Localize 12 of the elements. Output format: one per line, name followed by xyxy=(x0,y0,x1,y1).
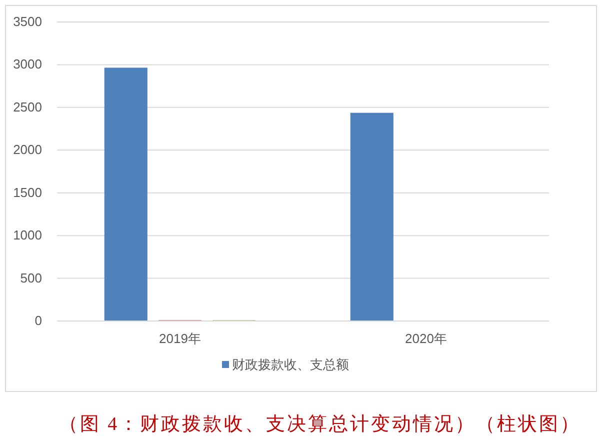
y-tick-label: 3500 xyxy=(13,14,42,29)
y-tick-label: 2000 xyxy=(13,142,42,158)
text: （图 4：财政拨款收、支决算总计变动情况）（柱状图） xyxy=(58,413,582,435)
y-tick-label: 500 xyxy=(20,270,42,286)
x-tick-label: 2020年 xyxy=(405,331,447,346)
y-tick-label: 3000 xyxy=(13,56,42,72)
x-tick-label: 2019年 xyxy=(159,331,201,346)
legend-label: 财政拨款收、支总额 xyxy=(232,357,349,372)
y-tick-label: 1000 xyxy=(13,228,42,243)
y-tick-label: 2500 xyxy=(13,99,42,114)
y-tick-label: 1500 xyxy=(13,184,42,200)
y-tick-label: 0 xyxy=(34,313,42,328)
